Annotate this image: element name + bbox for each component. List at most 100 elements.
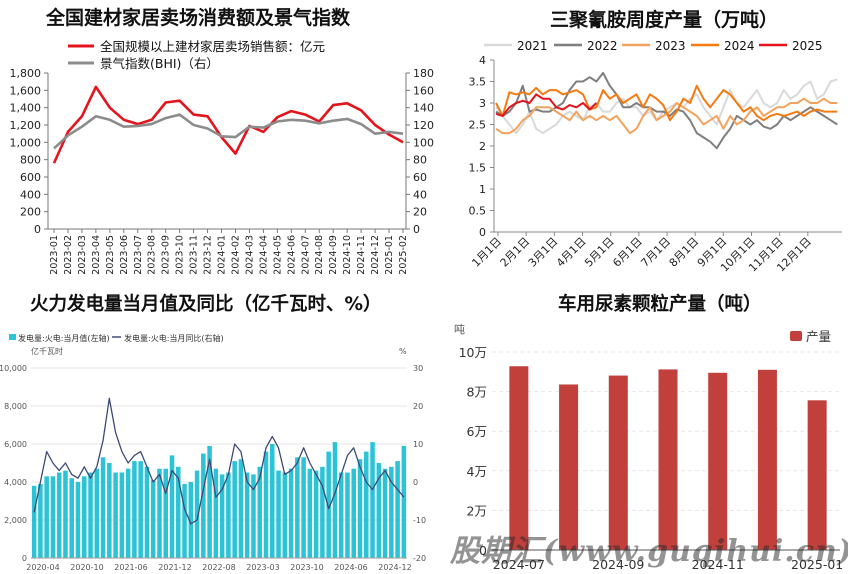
bar <box>276 470 281 558</box>
x-tick-label: 2024-09 <box>328 235 339 275</box>
bar <box>88 472 93 558</box>
x-tick-label: 2024-07 <box>300 235 311 275</box>
y-tick-label-left: 600 <box>20 171 41 184</box>
bar <box>63 470 68 558</box>
bar <box>395 461 400 558</box>
watermark: 股期汇(www.guqihui.cn) <box>450 534 848 569</box>
x-tick-label: 2024-02 <box>230 235 241 275</box>
series-line-2021 <box>495 78 838 135</box>
chart-panel-thermal-power: 火力发电量当月值及同比（亿千瓦时、%） 0 2,000 4,000 6,000 8,00… <box>0 288 430 574</box>
bar <box>332 442 338 558</box>
x-tick-label: 8月1日 <box>667 235 702 270</box>
bar <box>658 369 678 550</box>
legend-label: 全国规模以上建材家居卖场销售额：亿元 <box>100 39 325 54</box>
legend-label: 2022 <box>587 39 618 53</box>
y-tick-label-right: 100 <box>413 136 434 149</box>
y-tick-label-right: 180 <box>413 67 434 80</box>
y-tick-label: 0 <box>479 226 486 239</box>
x-tick-label: 2024-06 <box>286 235 297 275</box>
chart-svg: 0 0.5 1 1.5 2 2.5 3 3.5 4 1月1日2月1日3月1日4月1日5月1日6月1… <box>469 39 842 275</box>
x-tick-label: 2024-01 <box>217 235 228 275</box>
x-tick-label: 2025-02 <box>398 235 409 275</box>
bar <box>282 472 288 558</box>
chart-title: 火力发电量当月值及同比（亿千瓦时、%） <box>30 294 382 315</box>
bar <box>50 476 56 558</box>
bar <box>708 372 728 550</box>
x-tick-label: 2023-09 <box>161 235 172 275</box>
series-line-2024 <box>495 84 838 122</box>
bar <box>376 463 382 558</box>
x-tick-label: 2024-12 <box>378 563 411 572</box>
x-tick-label: 2023-12 <box>203 235 214 275</box>
y-tick-label-right: 30 <box>413 364 423 373</box>
bar <box>219 474 225 558</box>
x-tick-label: 2025-01 <box>791 557 843 572</box>
chart-svg: 0 2万 4万 6万 8万 10万 吨 2024-07 2024-09 2024-11 2025-0… <box>454 323 843 572</box>
bar <box>138 461 143 558</box>
bar <box>301 457 306 558</box>
bar <box>370 442 375 558</box>
bar <box>509 366 529 550</box>
x-tick-label: 2024-09 <box>592 557 644 572</box>
x-tick-label: 2023-03 <box>77 235 88 275</box>
y-tick-label-left: 1,000 <box>10 136 42 149</box>
legend-label: 2023 <box>655 39 686 53</box>
x-tick-label: 2023-04 <box>91 235 102 275</box>
bar <box>757 369 777 550</box>
bar <box>194 470 200 558</box>
bar <box>226 472 231 558</box>
bar <box>345 472 350 558</box>
bar <box>94 468 100 558</box>
y-tick-label-right: 80 <box>413 154 427 167</box>
x-tick-label: 1月1日 <box>469 235 504 270</box>
x-tick-label: 2022-08 <box>202 563 235 572</box>
chart-title: 全国建材家居卖场消费额及景气指数 <box>46 7 351 29</box>
x-tick-label: 2021-06 <box>114 563 147 572</box>
bar <box>313 470 319 558</box>
y-tick-label-left: 8,000 <box>4 402 27 411</box>
bar <box>150 480 156 558</box>
chart-svg: 02004006008001,0001,2001,4001,6001,80002… <box>10 39 435 275</box>
legend-label: 2024 <box>724 39 755 53</box>
y-tick-label: 2.5 <box>469 119 487 132</box>
bar <box>207 445 212 558</box>
x-tick-label: 6月1日 <box>610 235 645 270</box>
y-tick-label-left: 0 <box>22 554 27 563</box>
bar <box>270 444 275 558</box>
y-tick-label-right: 60 <box>413 171 427 184</box>
y-tick-label-right: 140 <box>413 102 434 115</box>
x-tick-label: 2023-08 <box>147 235 158 275</box>
y-tick-label-left: 200 <box>20 206 41 219</box>
bar <box>307 468 313 558</box>
bar <box>125 468 131 558</box>
y-tick-label-left: 6,000 <box>4 440 27 449</box>
bar <box>182 483 187 558</box>
bar <box>169 455 175 558</box>
legend-label: 发电量:火电:当月同比(右轴) <box>124 333 224 343</box>
bar <box>807 400 827 550</box>
y-tick-label-right: 40 <box>413 188 427 201</box>
y-tick-label-right: 0 <box>413 478 418 487</box>
series-line-2 <box>53 113 404 150</box>
bar <box>107 463 112 558</box>
y-tick-label-right: 20 <box>413 402 423 411</box>
legend-swatch <box>790 331 802 341</box>
legend-label: 发电量:火电:当月值(左轴) <box>18 333 110 343</box>
axis-unit-right: % <box>399 347 407 356</box>
y-tick-label-right: 120 <box>413 119 434 132</box>
legend-swatch <box>9 334 16 340</box>
bar <box>82 476 87 558</box>
y-tick-label: 10万 <box>459 345 487 360</box>
x-tick-label: 2024-08 <box>314 235 325 275</box>
bar <box>244 472 250 558</box>
chart-svg: 0 2,000 4,000 6,000 8,000 10,000 -20 -10 0 10 20 30… <box>0 333 426 572</box>
y-tick-label-left: 4,000 <box>4 478 27 487</box>
x-tick-label: 2025-01 <box>384 235 395 275</box>
y-tick-label: 4 <box>479 54 486 67</box>
bar <box>288 468 294 558</box>
x-tick-label: 2月1日 <box>498 235 533 270</box>
y-tick-label-right: 0 <box>413 223 420 236</box>
y-tick-label-left: 800 <box>20 154 41 167</box>
y-tick-label: 3 <box>479 97 486 110</box>
bar <box>401 445 407 558</box>
